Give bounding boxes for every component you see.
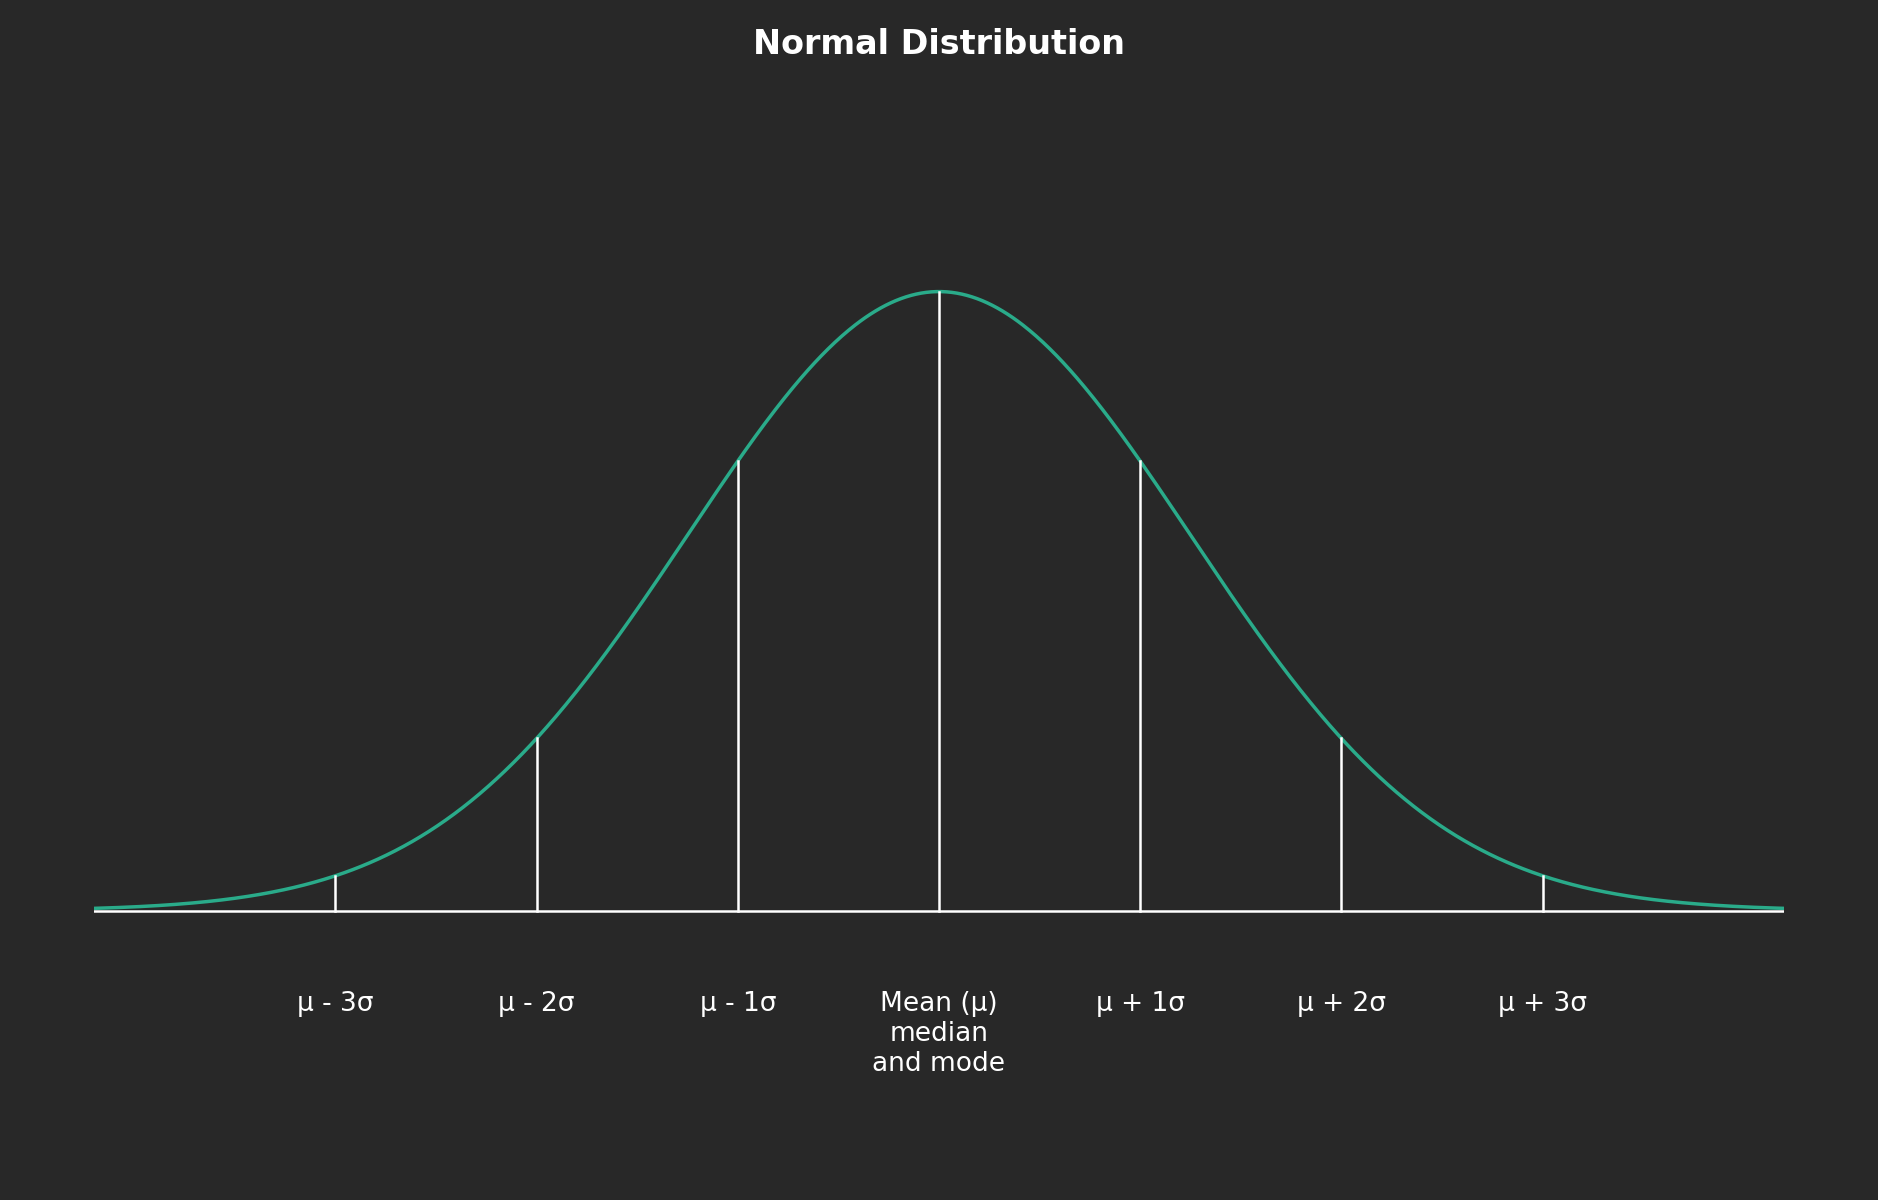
Text: Mean (μ)
median
and mode: Mean (μ) median and mode (873, 990, 1005, 1076)
Text: μ - 3σ: μ - 3σ (297, 990, 374, 1016)
Text: μ + 2σ: μ + 2σ (1298, 990, 1386, 1016)
Text: μ + 1σ: μ + 1σ (1095, 990, 1185, 1016)
Text: μ - 2σ: μ - 2σ (498, 990, 575, 1016)
Text: μ + 3σ: μ + 3σ (1499, 990, 1587, 1016)
Title: Normal Distribution: Normal Distribution (753, 29, 1125, 61)
Text: μ - 1σ: μ - 1σ (699, 990, 776, 1016)
